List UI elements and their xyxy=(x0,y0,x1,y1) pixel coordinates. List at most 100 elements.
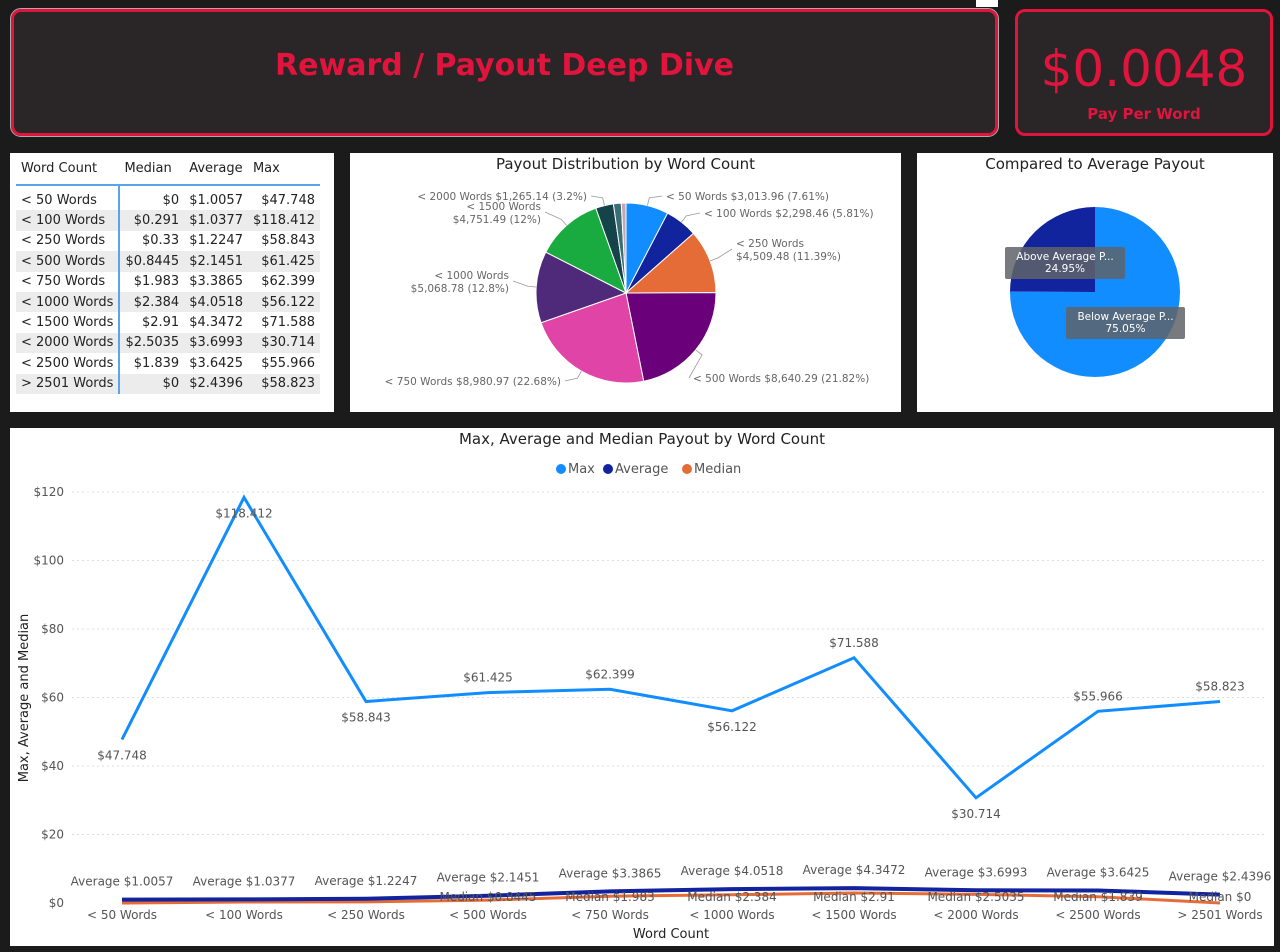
value-cell: $4.3472 xyxy=(189,315,243,331)
y-tick-label: $40 xyxy=(41,759,64,773)
x-tick-label: < 2500 Words xyxy=(1055,908,1140,922)
word-count-cell: < 2000 Words xyxy=(16,332,121,354)
table-row[interactable]: < 2500 Words $1.839 $3.6425 $55.966 xyxy=(16,353,320,374)
slice-label-box xyxy=(1066,307,1185,339)
max-data-label: $61.425 xyxy=(463,671,513,685)
average-data-label: Average $3.3865 xyxy=(559,866,662,880)
value-cell: $1.839 xyxy=(133,355,180,371)
pie-slice xyxy=(620,202,627,294)
y-tick-label: $0 xyxy=(49,896,64,910)
median-data-label: Median $0 xyxy=(1189,890,1252,904)
median-data-label: Median $1.839 xyxy=(1053,890,1142,904)
value-cell: $0 xyxy=(119,373,185,394)
pie-slice-value: $5,068.78 (12.8%) xyxy=(411,283,509,295)
table-row[interactable]: < 2000 Words $2.5035 $3.6993 $30.714 xyxy=(16,332,320,354)
column-header[interactable]: Median xyxy=(119,159,185,186)
word-count-cell: < 2500 Words xyxy=(16,353,121,374)
pie-slice-value: $4,751.49 (12%) xyxy=(453,214,541,226)
value-cell: $2.4396 xyxy=(184,373,248,394)
column-header[interactable]: Average xyxy=(184,159,248,186)
average-data-label: Average $4.0518 xyxy=(681,864,784,878)
x-tick-label: < 100 Words xyxy=(205,908,283,922)
y-tick-label: $80 xyxy=(41,622,64,636)
average-comparison-panel: Compared to Average Payout Above Average… xyxy=(917,153,1273,412)
pie-slice-label: < 500 Words $8,640.29 (21.82%) xyxy=(693,373,869,385)
median-data-label: Median $0.8445 xyxy=(439,890,536,904)
pie-slice-value: $4,509.48 (11.39%) xyxy=(736,251,841,263)
slice-label: Above Average P... xyxy=(1016,251,1113,263)
series-line-median xyxy=(121,891,1221,905)
legend-label: Max xyxy=(568,462,595,477)
table-row[interactable]: < 1000 Words $2.384 $4.0518 $56.122 xyxy=(16,291,320,313)
x-tick-label: < 500 Words xyxy=(449,908,527,922)
top-edge-marker xyxy=(976,0,998,7)
value-cell: $0 xyxy=(162,192,180,208)
line-chart: Max Average Median $0 $20 $40 $60 $80 $100 $120 Wo… xyxy=(17,462,1272,942)
word-count-cell: < 50 Words xyxy=(16,185,121,211)
median-data-label: Median $1.983 xyxy=(565,890,654,904)
table-row[interactable]: < 1500 Words $2.91 $4.3472 $71.588 xyxy=(16,312,320,333)
table-row[interactable]: < 750 Words $1.983 $3.3865 $62.399 xyxy=(16,271,320,292)
value-cell: $3.6425 xyxy=(189,355,243,371)
slice-value: 75.05% xyxy=(1105,323,1145,335)
pie-leader-line xyxy=(590,195,605,206)
pie-slice xyxy=(624,232,717,294)
kpi-card: $0.0048 Pay Per Word xyxy=(1015,9,1273,136)
max-data-label: $58.823 xyxy=(1195,680,1245,694)
value-cell: $47.748 xyxy=(261,192,315,208)
pie-slice-label: < 250 Words xyxy=(736,238,804,250)
average-data-label: Average $3.6425 xyxy=(1047,866,1150,880)
legend-label: Average xyxy=(615,462,668,477)
max-data-label: $71.588 xyxy=(829,636,879,650)
legend-label: Median xyxy=(694,462,741,477)
value-cell: $1.0377 xyxy=(184,210,248,231)
slice-value: 24.95% xyxy=(1045,263,1085,275)
value-cell: $0.291 xyxy=(119,210,185,231)
pie-slice-label: < 2000 Words $1,265.14 (3.2%) xyxy=(417,191,587,203)
average-data-label: Average $2.4396 xyxy=(1169,870,1272,884)
value-cell: $2.5035 xyxy=(119,332,185,354)
pie-slice xyxy=(540,292,645,384)
kpi-label: Pay Per Word xyxy=(1087,105,1201,123)
max-data-label: $56.122 xyxy=(707,720,757,734)
table-row[interactable]: < 100 Words $0.291 $1.0377 $118.412 xyxy=(16,210,320,231)
word-count-cell: > 2501 Words xyxy=(16,373,121,394)
pie-slice-label: < 50 Words $3,013.96 (7.61%) xyxy=(666,191,829,203)
max-data-label: $30.714 xyxy=(951,807,1001,821)
word-count-cell: < 1500 Words xyxy=(16,312,121,333)
column-header[interactable]: Word Count xyxy=(16,159,120,186)
pie-slice-label: < 1000 Words xyxy=(434,270,509,282)
value-cell: $2.1451 xyxy=(184,251,248,272)
word-count-cell: < 100 Words xyxy=(16,210,121,231)
pie-chart: < 50 Words $3,013.96 (7.61%) < 100 Words … xyxy=(385,191,874,388)
max-data-label: $55.966 xyxy=(1073,689,1123,703)
comparison-pie-chart: Above Average P...24.95% Below Average P.… xyxy=(1005,207,1185,377)
table-row[interactable]: < 50 Words $0 $1.0057 $47.748 xyxy=(16,185,320,211)
value-cell: $1.0057 xyxy=(189,192,243,208)
value-cell: $71.588 xyxy=(261,315,315,331)
median-data-label: Median $2.5035 xyxy=(927,890,1024,904)
x-tick-label: < 2000 Words xyxy=(933,908,1018,922)
slice-label-box xyxy=(1005,247,1125,279)
pie-slice xyxy=(625,292,717,382)
x-tick-label: < 1500 Words xyxy=(811,908,896,922)
column-header[interactable]: Max xyxy=(247,159,320,186)
x-tick-label: > 2501 Words xyxy=(1177,908,1262,922)
value-cell: $0.33 xyxy=(141,233,180,249)
average-data-label: Average $1.0377 xyxy=(193,874,296,888)
pie-leader-line xyxy=(688,349,703,379)
line-chart-title: Max, Average and Median Payout by Word C… xyxy=(458,430,826,448)
payout-distribution-panel: Payout Distribution by Word Count < 50 W… xyxy=(350,153,901,412)
value-cell: $3.6993 xyxy=(184,332,248,354)
average-data-label: Average $4.3472 xyxy=(803,863,906,877)
table-row[interactable]: > 2501 Words $0 $2.4396 $58.823 xyxy=(16,373,320,394)
x-tick-label: < 750 Words xyxy=(571,908,649,922)
table-row[interactable]: < 250 Words $0.33 $1.2247 $58.843 xyxy=(16,230,320,252)
max-data-label: $62.399 xyxy=(585,667,635,681)
word-count-table-panel: Word Count Median Average Max < 50 Words… xyxy=(10,153,334,412)
table-header-row: Word Count Median Average Max xyxy=(16,159,320,186)
pie-leader-line xyxy=(512,280,537,288)
y-tick-label: $120 xyxy=(33,485,64,499)
max-data-label: $58.843 xyxy=(341,710,391,724)
table-row[interactable]: < 500 Words $0.8445 $2.1451 $61.425 xyxy=(16,251,320,272)
